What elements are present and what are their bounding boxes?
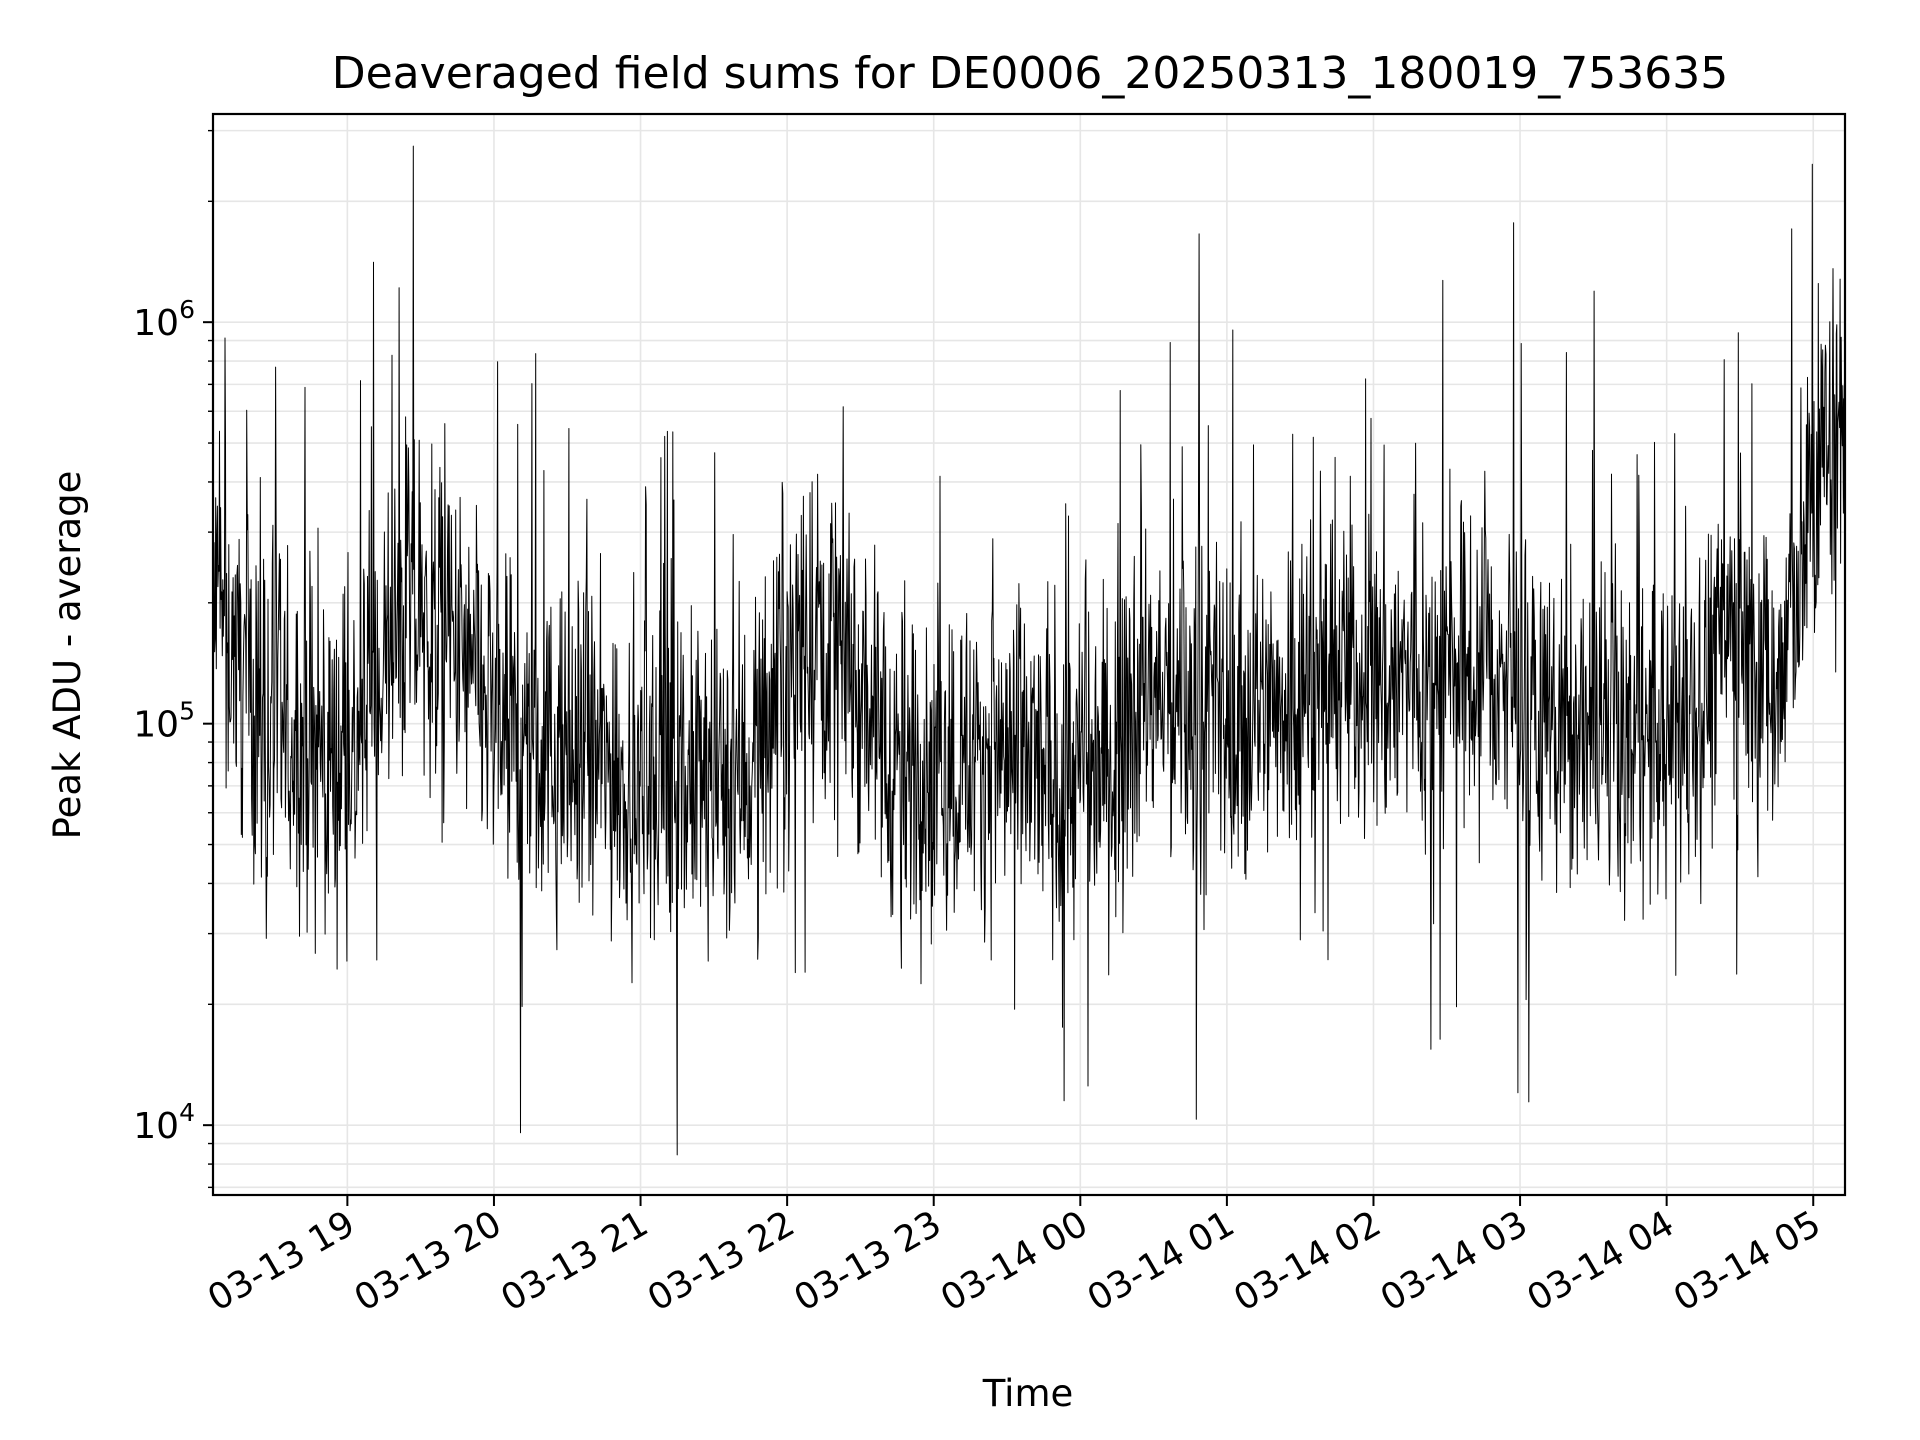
y-tick-label: 105: [133, 697, 195, 746]
series-line: [212, 145, 1846, 1156]
y-axis-label: Peak ADU - average: [46, 471, 89, 840]
y-axis: 104 105 106: [133, 129, 213, 1189]
y-tick-label: 104: [133, 1098, 195, 1147]
y-tick-label: 106: [133, 295, 195, 344]
chart-title: Deaveraged field sums for DE0006_2025031…: [332, 48, 1729, 99]
x-axis-label: Time: [982, 1372, 1074, 1415]
axes-frame: [211, 112, 1847, 1197]
plot-area: [212, 145, 1846, 1156]
